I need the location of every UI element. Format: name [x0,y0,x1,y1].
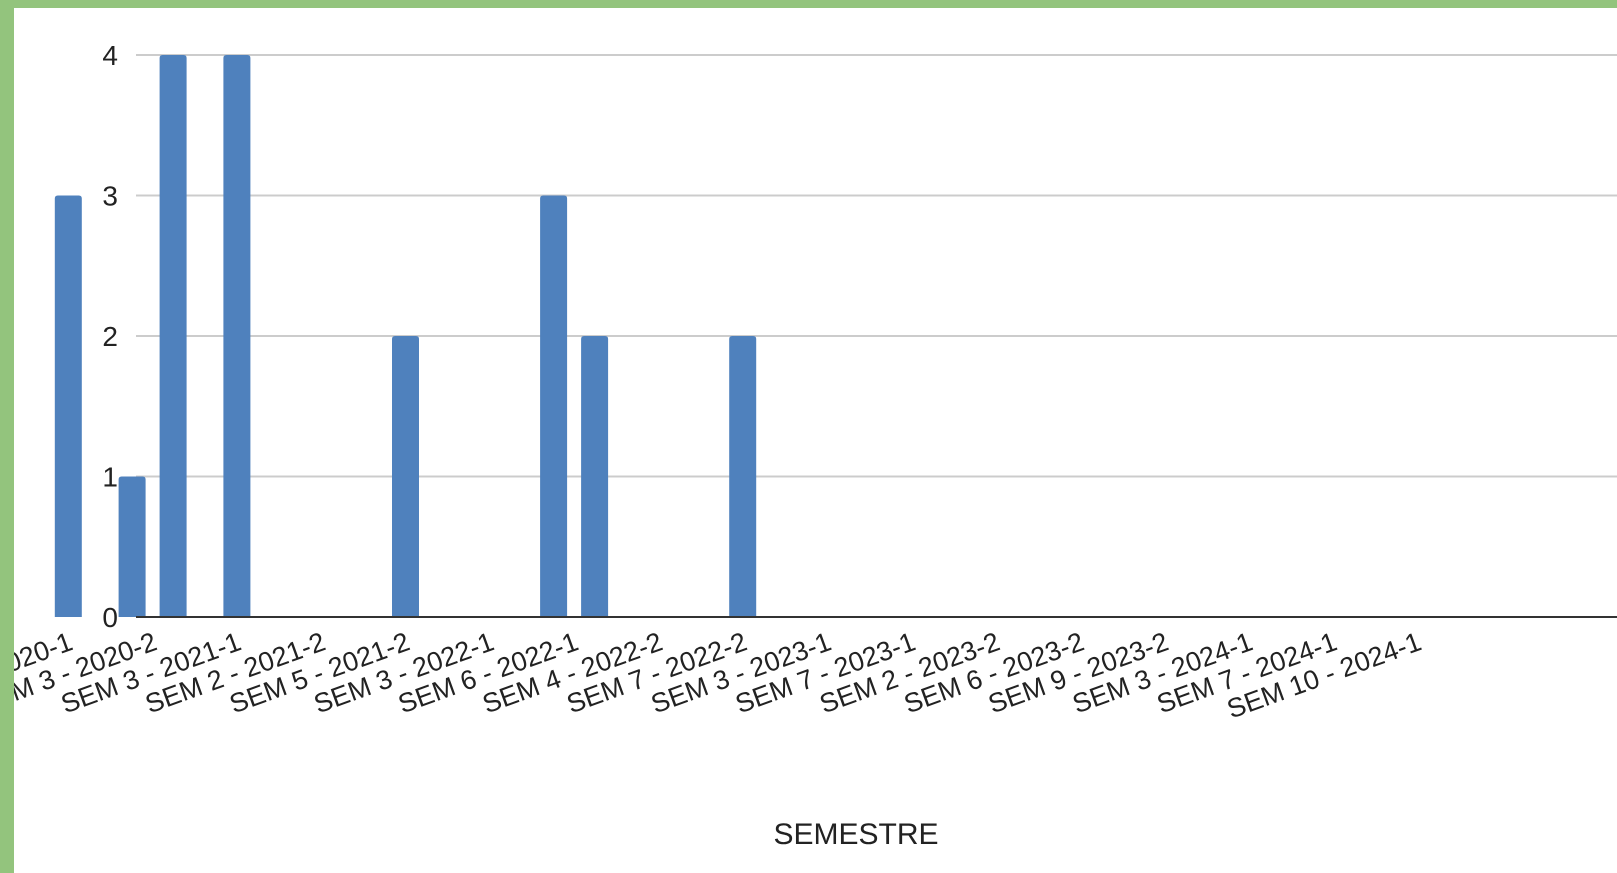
bar [54,195,82,617]
y-axis-ticks: 0 1 2 3 4 [102,40,118,633]
y-tick-label: 4 [102,40,118,71]
gridlines [136,54,1617,478]
y-tick-label: 3 [102,181,118,212]
bar [729,336,757,617]
bar [392,336,419,617]
bar [540,195,568,617]
bar [223,55,251,617]
y-tick-label: 2 [102,321,118,352]
x-axis-title: SEMESTRE [773,818,938,851]
bar [159,55,187,617]
bars [54,55,757,617]
bar [581,336,609,617]
y-tick-label: 1 [102,462,118,493]
bar [118,476,146,617]
y-tick-label: 0 [102,602,118,633]
